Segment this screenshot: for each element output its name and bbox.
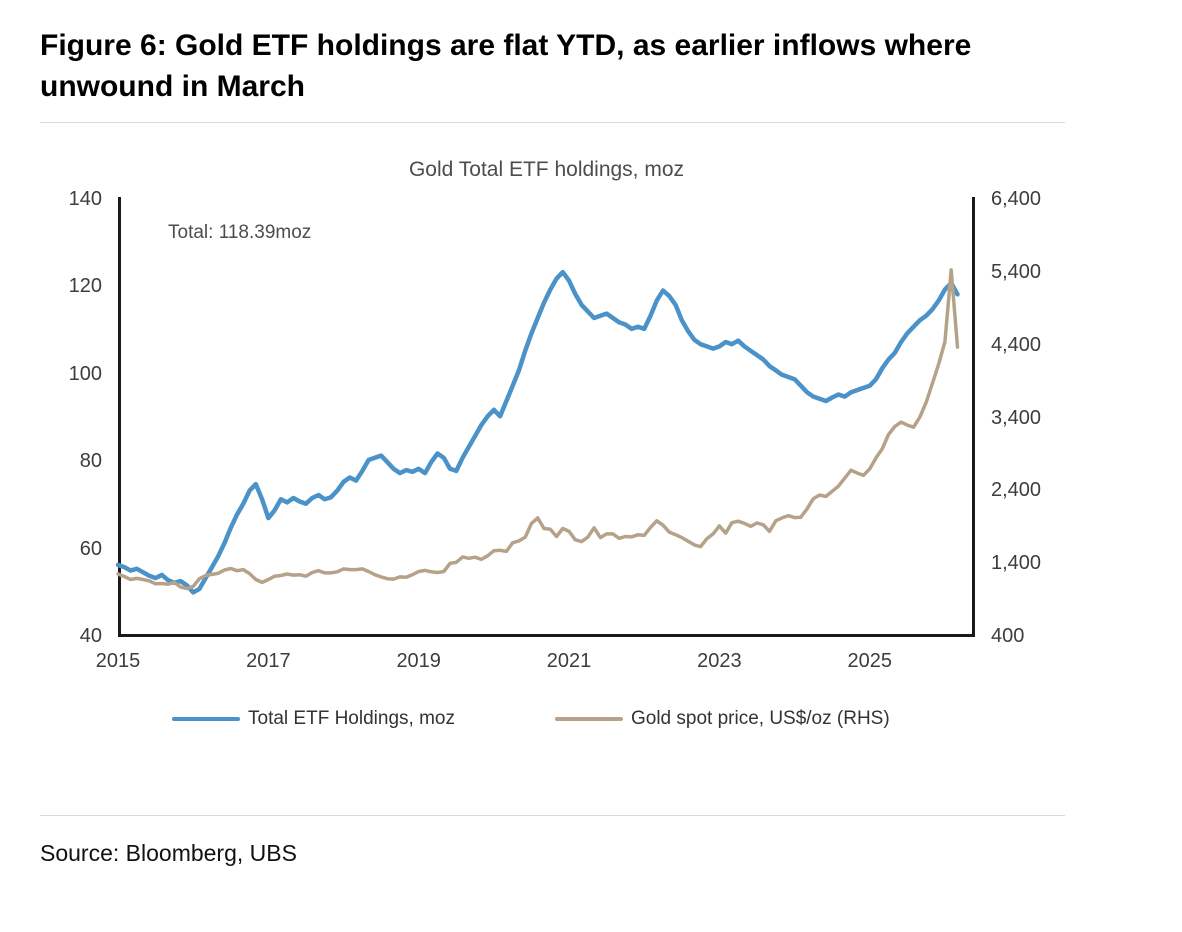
- x-axis-tick-label: 2015: [95, 650, 141, 672]
- x-axis-tick-label: 2023: [697, 650, 742, 672]
- x-axis-tick-label: 2021: [546, 650, 592, 672]
- total-annotation: Total: 118.39moz: [168, 222, 312, 243]
- x-axis-tick-label: 2025: [847, 650, 893, 672]
- chart-plot-area: [118, 197, 975, 637]
- left-axis-tick-label: 100: [68, 362, 102, 385]
- right-axis-tick-label: 2,400: [991, 479, 1042, 502]
- left-axis-tick-label: 140: [68, 188, 102, 210]
- left-axis-tick-label: 60: [79, 537, 102, 560]
- right-axis-tick-label: 4,400: [991, 333, 1042, 356]
- chart-title: Gold Total ETF holdings, moz: [408, 158, 685, 181]
- chart-legend: Total ETF Holdings, moz Gold spot price,…: [0, 708, 1182, 730]
- left-axis-tick-label: 40: [79, 625, 102, 647]
- right-axis-tick-label: 400: [991, 625, 1025, 647]
- legend-label-gold-spot: Gold spot price, US$/oz (RHS): [630, 708, 890, 729]
- right-axis-tick-label: 5,400: [991, 260, 1042, 283]
- etf-holdings-line-swatch-icon: [172, 716, 240, 722]
- right-axis-tick-label: 3,400: [991, 406, 1042, 429]
- x-axis-tick-label: 2017: [246, 650, 291, 672]
- right-axis-tick-label: 1,400: [991, 552, 1042, 575]
- top-divider: [40, 122, 1065, 123]
- left-axis-tick-label: 80: [79, 450, 102, 473]
- left-axis-tick-label: 120: [68, 275, 102, 298]
- bottom-divider: [40, 815, 1065, 816]
- right-axis-tick-label: 6,400: [991, 188, 1042, 210]
- legend-item-gold-spot: Gold spot price, US$/oz (RHS): [554, 708, 890, 730]
- figure-title: Figure 6: Gold ETF holdings are flat YTD…: [40, 29, 972, 103]
- source-text: Source: Bloomberg, UBS: [40, 840, 297, 866]
- x-axis-tick-label: 2019: [396, 650, 441, 672]
- gold-spot-line-swatch-icon: [554, 717, 623, 721]
- legend-label-etf-holdings: Total ETF Holdings, moz: [248, 708, 455, 729]
- legend-item-etf-holdings: Total ETF Holdings, moz: [172, 708, 455, 730]
